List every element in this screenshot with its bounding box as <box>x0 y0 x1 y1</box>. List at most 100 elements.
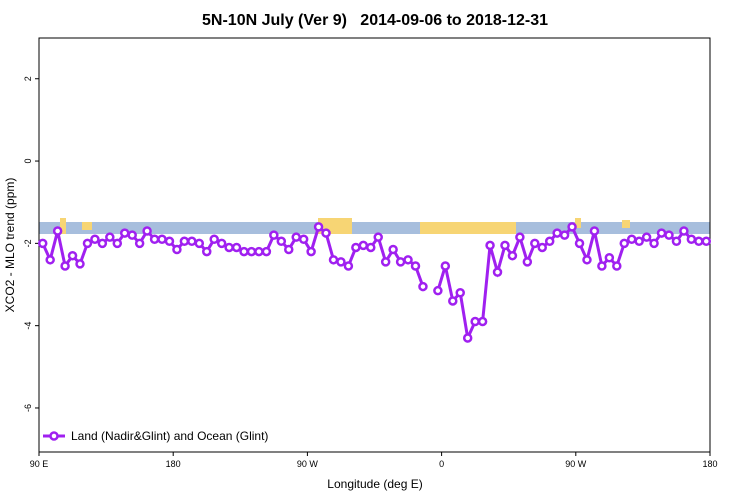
data-point <box>679 226 689 236</box>
data-point <box>52 226 63 236</box>
land-band <box>575 218 581 228</box>
data-point <box>582 255 592 265</box>
data-point <box>336 257 346 267</box>
data-point <box>321 228 331 238</box>
data-point <box>261 246 272 257</box>
land-ocean-band <box>39 218 710 234</box>
ocean-band <box>39 222 710 234</box>
data-point <box>403 255 413 265</box>
data-point <box>134 238 145 249</box>
data-point <box>172 244 182 255</box>
legend-label: Land (Nadir&Glint) and Ocean (Glint) <box>71 429 268 443</box>
data-point <box>67 250 78 261</box>
x-tick-label: 90 W <box>565 459 587 469</box>
data-point <box>90 234 100 244</box>
data-point <box>306 246 316 257</box>
data-point <box>701 236 712 247</box>
data-point <box>433 285 443 296</box>
data-point <box>686 234 697 244</box>
data-point <box>179 236 190 247</box>
data-point <box>694 236 704 247</box>
data-point <box>105 232 115 242</box>
data-point <box>142 226 152 236</box>
data-point <box>373 232 383 242</box>
data-point <box>380 257 391 267</box>
x-tick-label: 90 E <box>30 459 49 469</box>
data-point <box>477 316 488 327</box>
data-point <box>388 244 398 255</box>
data-point <box>97 238 108 249</box>
data-point <box>530 238 540 249</box>
data-point <box>119 228 130 238</box>
data-point <box>462 333 473 343</box>
data-point <box>619 238 630 249</box>
data-point <box>343 261 354 271</box>
data-point <box>187 236 197 247</box>
data-point <box>164 236 175 247</box>
data-point <box>82 238 93 249</box>
data-point <box>269 230 279 240</box>
y-tick-label: -6 <box>23 404 33 412</box>
data-point <box>597 261 607 271</box>
data-point <box>127 230 137 240</box>
x-tick-label: 180 <box>166 459 181 469</box>
y-tick-label: -2 <box>23 239 33 247</box>
data-point <box>194 238 205 249</box>
data-point <box>276 236 287 247</box>
data-point <box>664 230 674 240</box>
data-point <box>559 230 570 240</box>
data-point <box>649 238 659 249</box>
x-tick-label: 180 <box>702 459 717 469</box>
data-point <box>351 242 361 253</box>
land-band <box>82 222 92 230</box>
legend-marker <box>49 431 59 441</box>
y-tick-label: -4 <box>23 322 33 330</box>
data-point <box>626 234 637 244</box>
data-point <box>291 232 301 242</box>
data-point <box>522 257 533 267</box>
land-band <box>420 222 516 234</box>
data-point <box>395 257 406 267</box>
land-band <box>60 218 66 234</box>
data-point <box>366 242 376 253</box>
x-axis-label: Longitude (deg E) <box>327 477 422 491</box>
y-axis-label: XCO2 - MLO trend (ppm) <box>3 178 17 313</box>
data-point <box>500 240 510 251</box>
data-point <box>202 246 212 257</box>
land-band <box>622 220 630 228</box>
data-point <box>313 222 324 232</box>
data-point <box>448 296 458 306</box>
data-point <box>544 236 555 247</box>
data-point <box>239 246 249 257</box>
data-point <box>298 234 309 244</box>
data-point <box>60 261 70 271</box>
data-point <box>440 261 451 271</box>
data-point <box>656 228 667 238</box>
data-point <box>671 236 682 247</box>
x-tick-label: 90 W <box>297 459 319 469</box>
data-point <box>358 240 369 251</box>
data-point <box>552 228 562 238</box>
data-point <box>470 316 480 327</box>
data-point <box>254 246 264 257</box>
data-point <box>328 255 339 265</box>
data-point <box>209 234 219 244</box>
data-point <box>537 242 547 253</box>
data-point <box>216 238 227 249</box>
data-point <box>589 226 600 236</box>
data-point <box>634 236 644 247</box>
data-point <box>455 287 465 298</box>
data-point <box>37 238 48 249</box>
data-point <box>284 244 294 255</box>
data-point <box>574 238 585 249</box>
data-point <box>485 240 495 251</box>
data-point <box>492 267 503 277</box>
data-point <box>507 250 518 261</box>
x-tick-label: 0 <box>439 459 444 469</box>
data-point <box>641 232 652 242</box>
data-point <box>149 234 160 244</box>
data-point <box>246 246 257 257</box>
data-point <box>112 238 123 249</box>
data-point <box>157 234 167 244</box>
